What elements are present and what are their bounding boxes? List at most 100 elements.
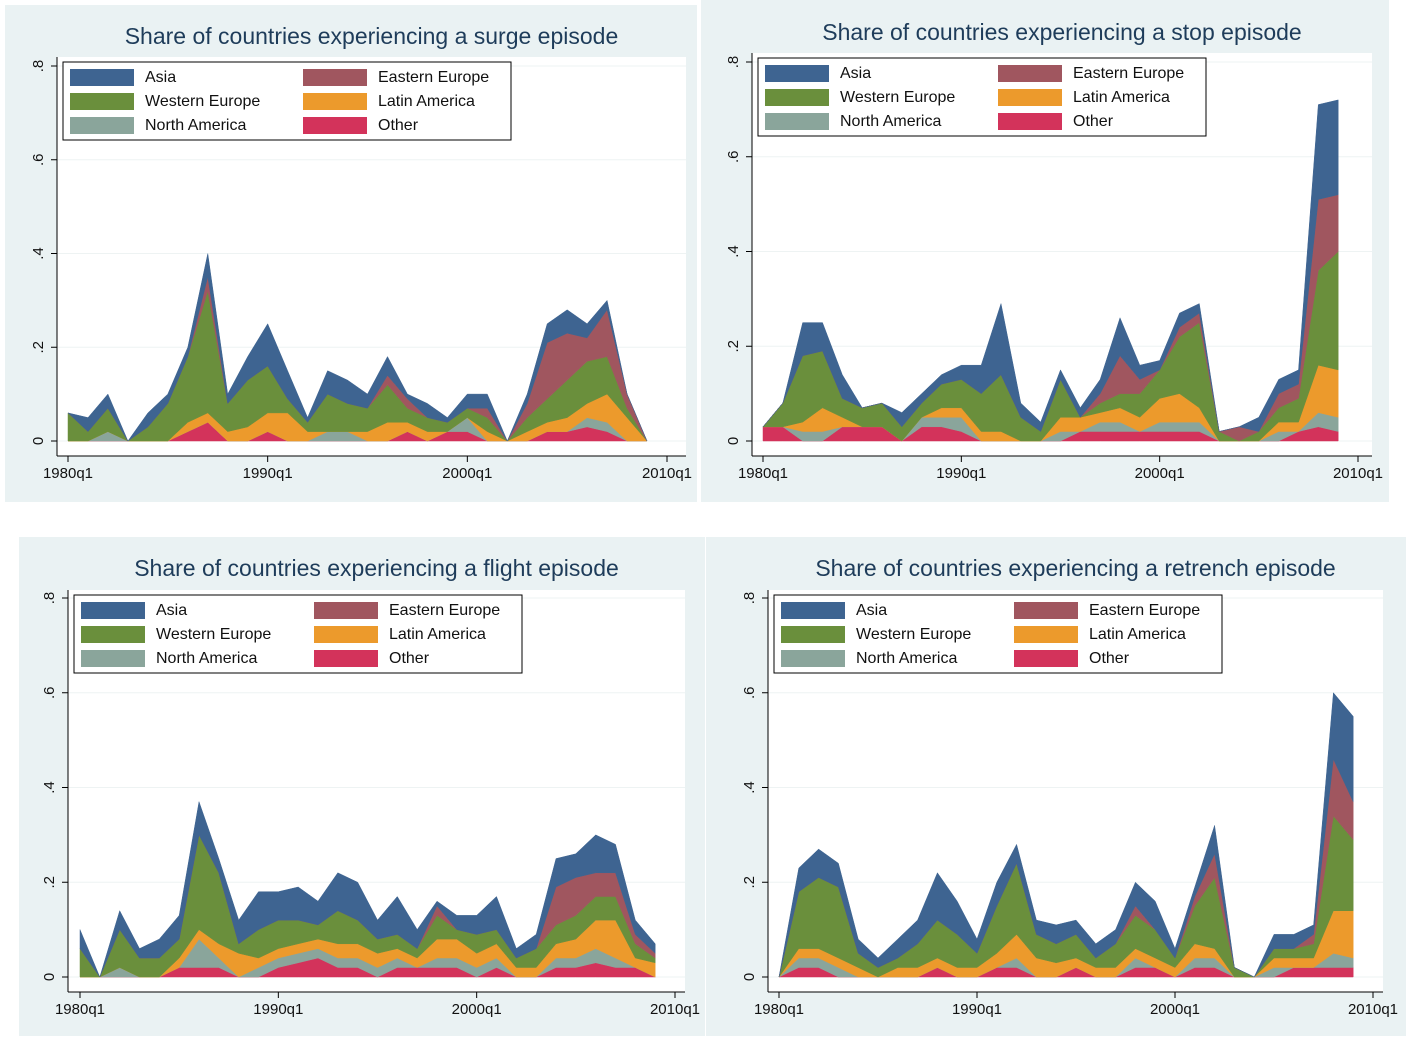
y-tick-label: .6 — [741, 686, 758, 699]
y-tick-label: 0 — [41, 973, 58, 981]
panel: Share of countries experiencing a retren… — [706, 537, 1406, 1036]
legend — [757, 57, 1207, 137]
x-tick-label: 1980q1 — [738, 465, 788, 482]
legend-swatch — [1014, 602, 1078, 619]
area-series — [79, 800, 656, 978]
y-tick-label: .6 — [41, 686, 58, 699]
legend-label: Eastern Europe — [378, 69, 489, 86]
x-tick-label: 1990q1 — [253, 1001, 303, 1018]
panel: Share of countries experiencing a stop e… — [701, 0, 1389, 502]
x-tick-label: 2010q1 — [650, 1001, 700, 1018]
x-tick-label: 2010q1 — [642, 465, 692, 482]
x-tick-label: 2000q1 — [1150, 1001, 1200, 1018]
legend-swatch — [781, 650, 845, 667]
x-tick-label: 2000q1 — [442, 465, 492, 482]
area-series — [67, 253, 648, 442]
legend-swatch — [314, 602, 378, 619]
y-tick-label: .4 — [30, 247, 47, 260]
panel: Share of countries experiencing a surge … — [5, 5, 697, 502]
legend-swatch — [314, 626, 378, 643]
x-tick-label: 2000q1 — [452, 1001, 502, 1018]
legend-label: Asia — [145, 69, 176, 86]
legend-swatch — [303, 69, 367, 86]
y-tick-label: .4 — [741, 781, 758, 794]
legend-label: Other — [1089, 650, 1130, 667]
legend-swatch — [1014, 626, 1078, 643]
legend-label: Eastern Europe — [1089, 602, 1200, 619]
legend-swatch — [1014, 650, 1078, 667]
y-tick-label: 0 — [725, 437, 742, 445]
legend-swatch — [303, 117, 367, 134]
legend-swatch — [998, 65, 1062, 82]
legend-swatch — [314, 650, 378, 667]
chart-title: Share of countries experiencing a surge … — [125, 23, 619, 49]
y-tick-label: .2 — [30, 341, 47, 354]
legend-label: North America — [156, 650, 257, 667]
legend-swatch — [765, 89, 829, 106]
y-tick-label: .6 — [30, 153, 47, 166]
x-tick-label: 1980q1 — [754, 1001, 804, 1018]
legend-label: Latin America — [378, 93, 475, 110]
legend-label: Asia — [156, 602, 187, 619]
legend-label: Western Europe — [840, 89, 955, 106]
legend-label: Asia — [840, 65, 871, 82]
legend-swatch — [303, 93, 367, 110]
legend-swatch — [70, 117, 134, 134]
legend-label: Western Europe — [156, 626, 271, 643]
x-tick-label: 1990q1 — [243, 465, 293, 482]
legend — [773, 594, 1223, 674]
x-tick-label: 2010q1 — [1348, 1001, 1398, 1018]
chart-title: Share of countries experiencing a stop e… — [822, 19, 1301, 45]
legend-label: Western Europe — [856, 626, 971, 643]
y-tick-label: .8 — [725, 56, 742, 69]
legend-label: North America — [145, 117, 246, 134]
legend — [73, 594, 523, 674]
legend — [62, 61, 512, 141]
y-tick-label: 0 — [741, 973, 758, 981]
legend-label: Latin America — [1089, 626, 1186, 643]
y-tick-label: .8 — [741, 592, 758, 605]
y-tick-label: 0 — [30, 437, 47, 445]
legend-swatch — [765, 113, 829, 130]
legend-label: Latin America — [1073, 89, 1170, 106]
legend-label: Eastern Europe — [1073, 65, 1184, 82]
x-tick-label: 1980q1 — [43, 465, 93, 482]
legend-label: North America — [856, 650, 957, 667]
panel: Share of countries experiencing a flight… — [19, 537, 705, 1036]
y-tick-label: .6 — [725, 150, 742, 163]
legend-label: Latin America — [389, 626, 486, 643]
legend-swatch — [781, 602, 845, 619]
legend-swatch — [70, 69, 134, 86]
area-series — [762, 99, 1339, 432]
x-tick-label: 1980q1 — [55, 1001, 105, 1018]
legend-swatch — [781, 626, 845, 643]
y-tick-label: .2 — [725, 340, 742, 353]
x-tick-label: 1990q1 — [936, 465, 986, 482]
y-tick-label: .2 — [741, 876, 758, 889]
legend-label: Other — [378, 117, 419, 134]
y-tick-label: .2 — [41, 876, 58, 889]
chart-title: Share of countries experiencing a flight… — [134, 555, 619, 581]
x-tick-label: 1990q1 — [952, 1001, 1002, 1018]
x-tick-label: 2010q1 — [1333, 465, 1383, 482]
legend-swatch — [70, 93, 134, 110]
y-tick-label: .8 — [41, 592, 58, 605]
x-tick-label: 2000q1 — [1135, 465, 1185, 482]
area-series — [778, 692, 1354, 978]
legend-label: Eastern Europe — [389, 602, 500, 619]
chart-title: Share of countries experiencing a retren… — [815, 555, 1335, 581]
y-tick-label: .4 — [41, 781, 58, 794]
legend-swatch — [765, 65, 829, 82]
legend-swatch — [81, 650, 145, 667]
legend-swatch — [998, 89, 1062, 106]
legend-swatch — [998, 113, 1062, 130]
y-tick-label: .4 — [725, 245, 742, 258]
y-tick-label: .8 — [30, 60, 47, 73]
legend-label: Other — [389, 650, 430, 667]
legend-swatch — [81, 626, 145, 643]
legend-label: Other — [1073, 113, 1114, 130]
legend-swatch — [81, 602, 145, 619]
legend-label: Asia — [856, 602, 887, 619]
